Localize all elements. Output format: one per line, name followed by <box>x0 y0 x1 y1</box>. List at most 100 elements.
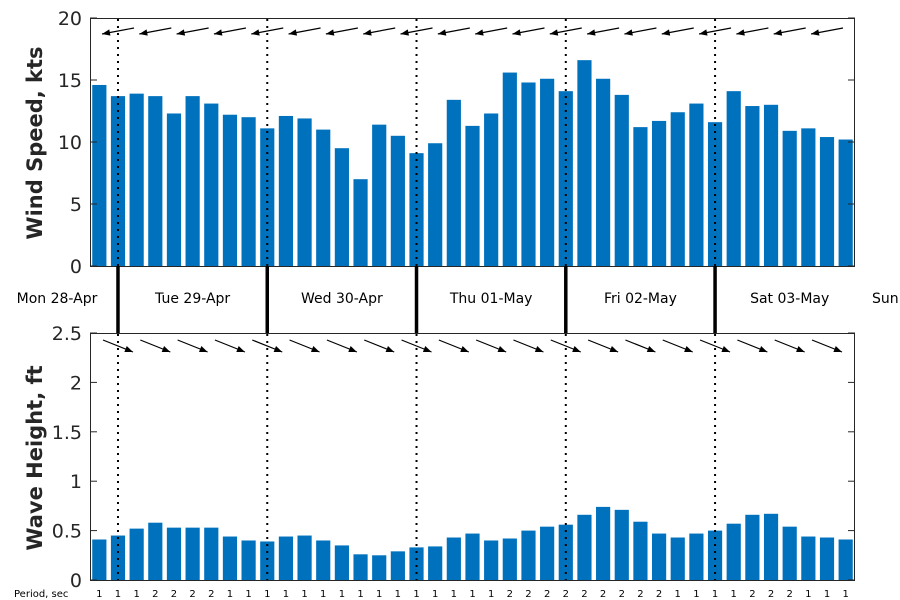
wind-speed-bars <box>92 60 853 267</box>
wave-bar <box>596 506 611 580</box>
wind-bar <box>801 128 816 266</box>
period-value: 2 <box>787 589 793 600</box>
wind-bar <box>372 124 387 266</box>
wave-arrow <box>252 339 283 353</box>
wave-arrow <box>475 339 507 353</box>
wind-bar <box>465 125 480 266</box>
period-value: 2 <box>581 589 587 600</box>
wind-bar <box>204 103 219 266</box>
wind-arrow <box>213 27 247 36</box>
wave-bar <box>185 527 200 580</box>
wind-arrow <box>549 27 582 36</box>
wave-tick-label: 2 <box>70 372 82 394</box>
period-value: 2 <box>600 589 606 600</box>
period-value: 1 <box>395 589 401 600</box>
wave-plot-frame <box>90 333 855 581</box>
wave-y-axis-label: Wave Height, ft <box>23 365 47 550</box>
wave-bar <box>353 554 368 580</box>
wave-bar <box>241 540 256 580</box>
wave-bar <box>745 514 760 580</box>
wave-arrow <box>401 339 432 353</box>
wind-bar <box>446 99 461 266</box>
wave-bar <box>707 530 723 580</box>
period-value: 2 <box>152 589 158 600</box>
wind-bar <box>260 128 275 266</box>
wave-arrow <box>737 339 768 353</box>
wave-tick-label: 0 <box>70 570 82 592</box>
day-label: Sun <box>872 291 899 307</box>
wind-bar <box>521 82 536 266</box>
wave-arrow <box>177 339 208 353</box>
wind-tick-label: 5 <box>70 194 82 216</box>
wind-bar <box>745 106 760 266</box>
wave-bar <box>763 513 779 580</box>
wind-bar <box>540 78 555 266</box>
wave-bar <box>409 547 424 580</box>
wind-bar <box>297 118 312 266</box>
wave-bar <box>446 537 461 580</box>
period-value: 2 <box>171 589 177 600</box>
wind-arrow <box>773 27 806 36</box>
wind-y-axis-ticks: 0 5 10 15 20 <box>58 8 855 278</box>
wave-bar <box>129 528 144 580</box>
period-row-label: Period, sec <box>14 589 68 600</box>
wind-bar <box>353 179 368 266</box>
period-value: 1 <box>824 589 830 600</box>
wave-bar <box>670 537 685 580</box>
wind-arrow <box>288 27 321 36</box>
wind-arrow <box>251 27 284 36</box>
period-value: 1 <box>301 589 307 600</box>
wave-arrow <box>102 339 134 353</box>
wave-height-bars <box>92 506 853 580</box>
wave-bar <box>577 514 592 580</box>
period-value: 1 <box>96 589 102 600</box>
wind-arrow <box>325 27 359 36</box>
period-value: 1 <box>488 589 494 600</box>
period-value: 1 <box>227 589 233 600</box>
wave-bar <box>390 551 405 580</box>
period-value: 1 <box>432 589 438 600</box>
period-value: 2 <box>525 589 531 600</box>
period-value: 1 <box>245 589 251 600</box>
wind-arrow <box>512 27 545 36</box>
wind-arrow <box>624 27 657 36</box>
wave-arrow <box>363 339 395 353</box>
wave-bar <box>782 526 797 580</box>
wave-bar <box>260 541 275 580</box>
period-value: 1 <box>842 589 848 600</box>
wind-bar <box>129 93 144 266</box>
period-value: 1 <box>675 589 681 600</box>
wind-arrow <box>101 27 135 36</box>
period-value: 2 <box>189 589 195 600</box>
wind-bar <box>819 137 835 266</box>
wave-bar <box>278 536 293 580</box>
wave-bar <box>148 522 163 580</box>
wave-bar <box>801 536 816 580</box>
wind-tick-label: 15 <box>58 70 82 92</box>
period-value: 2 <box>563 589 569 600</box>
wave-arrow <box>326 339 358 353</box>
day-label: Fri 02-May <box>604 291 677 307</box>
wave-y-axis-ticks: 0 0.5 1 1.5 2 2.5 <box>52 323 855 592</box>
period-value: 2 <box>656 589 662 600</box>
wind-bar <box>670 112 685 267</box>
wave-day-dividers <box>116 334 717 580</box>
wave-tick-label: 2.5 <box>52 323 82 345</box>
day-label: Mon 28-Apr <box>17 291 98 307</box>
period-value: 1 <box>133 589 139 600</box>
wave-bar <box>334 545 349 580</box>
wave-bar <box>465 533 480 580</box>
wave-bar <box>428 546 443 580</box>
period-value: 1 <box>805 589 811 600</box>
wave-bar <box>689 533 704 580</box>
day-label-strip: Mon 28-Apr Tue 29-Apr Wed 30-Apr Thu 01-May… <box>17 266 899 333</box>
wind-tick-label: 0 <box>70 256 82 278</box>
period-value: 2 <box>208 589 214 600</box>
wave-tick-label: 1.5 <box>52 422 82 444</box>
wave-arrow <box>438 339 470 353</box>
wind-bar <box>185 96 200 267</box>
wave-bar <box>204 527 219 580</box>
wave-bar <box>502 538 517 580</box>
day-label: Thu 01-May <box>449 291 533 307</box>
wave-bar <box>521 530 536 580</box>
